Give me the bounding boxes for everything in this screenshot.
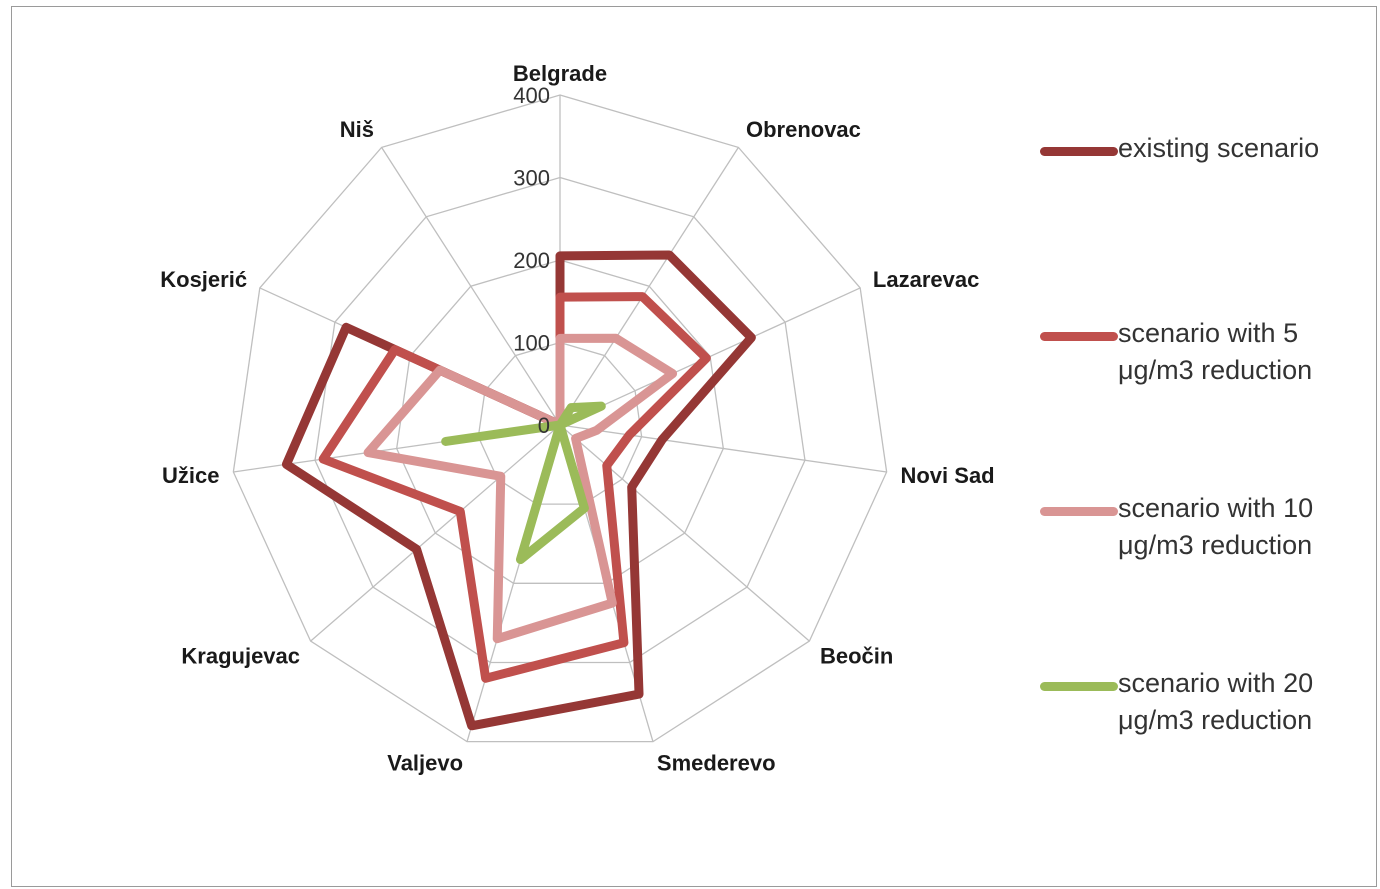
tick-label: 400 <box>513 83 550 108</box>
category-label: Kosjerić <box>160 267 247 292</box>
tick-label: 0 <box>538 413 550 438</box>
category-label: Niš <box>340 117 374 142</box>
category-label: Belgrade <box>513 61 607 86</box>
category-label: Smederevo <box>657 751 776 776</box>
grid-spoke <box>559 147 739 426</box>
legend-swatch <box>1040 682 1118 691</box>
radar-series <box>281 250 756 731</box>
tick-label: 100 <box>513 331 550 356</box>
category-label: Obrenovac <box>746 117 861 142</box>
series-line-0 <box>281 250 756 731</box>
grid-spoke <box>381 147 561 426</box>
legend-item-10-reduction: scenario with 10 μg/m3 reduction <box>1040 490 1368 564</box>
category-label: Kragujevac <box>181 644 300 669</box>
grid-ring <box>396 259 724 584</box>
legend-label: existing scenario <box>1118 133 1320 163</box>
category-label: Beočin <box>820 644 893 669</box>
legend-item-existing: existing scenario <box>1040 130 1368 167</box>
legend-swatch <box>1040 147 1118 156</box>
grid-spoke <box>559 424 887 473</box>
tick-label: 200 <box>513 248 550 273</box>
legend-swatch <box>1040 507 1118 516</box>
category-label: Užice <box>162 463 219 488</box>
legend-item-20-reduction: scenario with 20 μg/m3 reduction <box>1040 665 1368 739</box>
legend-label: scenario with 10 μg/m3 reduction <box>1118 493 1314 560</box>
legend-label: scenario with 20 μg/m3 reduction <box>1118 668 1314 735</box>
category-label: Lazarevac <box>873 267 979 292</box>
series-line-1 <box>318 292 711 683</box>
legend-swatch <box>1040 332 1118 341</box>
grid-spoke <box>559 424 810 642</box>
category-label: Novi Sad <box>900 463 994 488</box>
legend-item-5-reduction: scenario with 5 μg/m3 reduction <box>1040 315 1368 389</box>
legend-label: scenario with 5 μg/m3 reduction <box>1118 318 1313 385</box>
grid-ring <box>232 94 888 743</box>
chart-frame <box>11 6 1377 887</box>
tick-label: 300 <box>513 166 550 191</box>
series-line-2 <box>363 333 678 644</box>
category-label: Valjevo <box>387 751 463 776</box>
grid-ring <box>477 341 643 505</box>
grid-spoke <box>310 424 561 642</box>
series-line-3 <box>441 401 606 565</box>
